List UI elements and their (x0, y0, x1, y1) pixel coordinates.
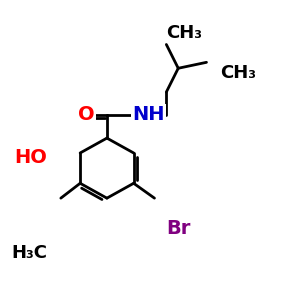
Text: CH₃: CH₃ (220, 64, 256, 82)
Text: HO: HO (15, 148, 47, 167)
Text: NH: NH (132, 105, 165, 124)
Text: H₃C: H₃C (12, 244, 48, 262)
Text: CH₃: CH₃ (166, 24, 202, 42)
Text: Br: Br (166, 219, 190, 238)
Text: O: O (78, 105, 94, 124)
